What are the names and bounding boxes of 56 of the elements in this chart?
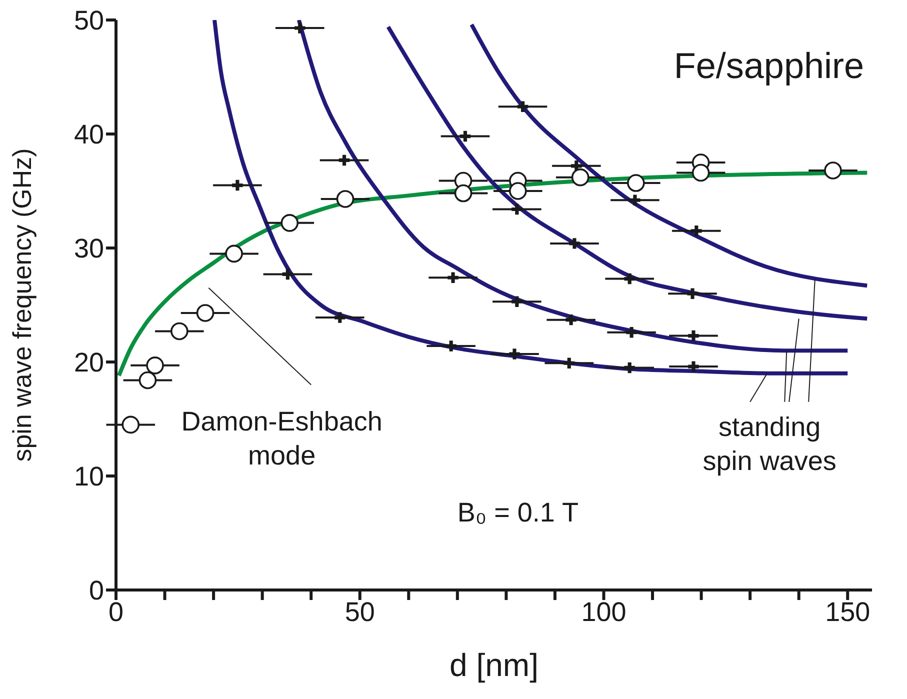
point <box>630 194 640 206</box>
point <box>509 182 527 200</box>
point <box>138 371 157 390</box>
point <box>509 348 520 360</box>
point <box>691 226 702 236</box>
point <box>688 330 699 342</box>
y-axis-title: spin wave frequency (GHz) <box>7 148 38 462</box>
point <box>232 180 243 191</box>
x-tick-label: 50 <box>344 597 375 628</box>
point <box>170 322 188 340</box>
annotation: standing spin waves <box>702 412 836 476</box>
point <box>692 164 710 182</box>
point <box>687 288 698 299</box>
point <box>569 238 580 249</box>
point <box>566 314 576 326</box>
point <box>627 174 645 192</box>
point <box>454 184 472 202</box>
point <box>122 416 140 434</box>
point <box>336 190 354 208</box>
text: Fe/sapphire <box>674 45 864 86</box>
annotation: B₀ = 0.1 T <box>457 498 578 528</box>
x-tick-label: 0 <box>108 597 124 628</box>
x-tick-label: 150 <box>825 597 870 628</box>
point <box>446 340 456 352</box>
point <box>460 130 471 142</box>
point <box>146 356 164 374</box>
point <box>196 304 214 322</box>
point <box>517 101 528 112</box>
annotation: Damon-Eshbach mode <box>181 406 382 470</box>
line-series <box>470 22 870 288</box>
point <box>448 272 458 284</box>
point <box>624 273 635 284</box>
y-tick-label: 40 <box>74 120 104 150</box>
point <box>280 214 299 232</box>
y-tick-label: 10 <box>74 462 104 492</box>
point <box>688 361 699 372</box>
point <box>294 22 306 34</box>
point <box>512 296 522 307</box>
x-axis-title: d [nm] <box>450 647 538 683</box>
point <box>571 168 590 186</box>
y-tick-label: 20 <box>74 348 104 378</box>
y-tick-label: 0 <box>88 576 104 606</box>
point <box>338 154 350 166</box>
point <box>626 326 637 338</box>
line-series <box>386 24 870 321</box>
x-tick-label: 100 <box>581 597 626 628</box>
y-tick-label: 50 <box>74 6 104 36</box>
y-tick-label: 30 <box>74 234 104 264</box>
point <box>225 244 243 263</box>
point <box>512 204 522 215</box>
line-series <box>116 170 870 378</box>
point <box>282 268 294 280</box>
point <box>334 312 346 323</box>
point <box>824 162 842 180</box>
point <box>624 362 635 374</box>
point <box>564 358 574 369</box>
